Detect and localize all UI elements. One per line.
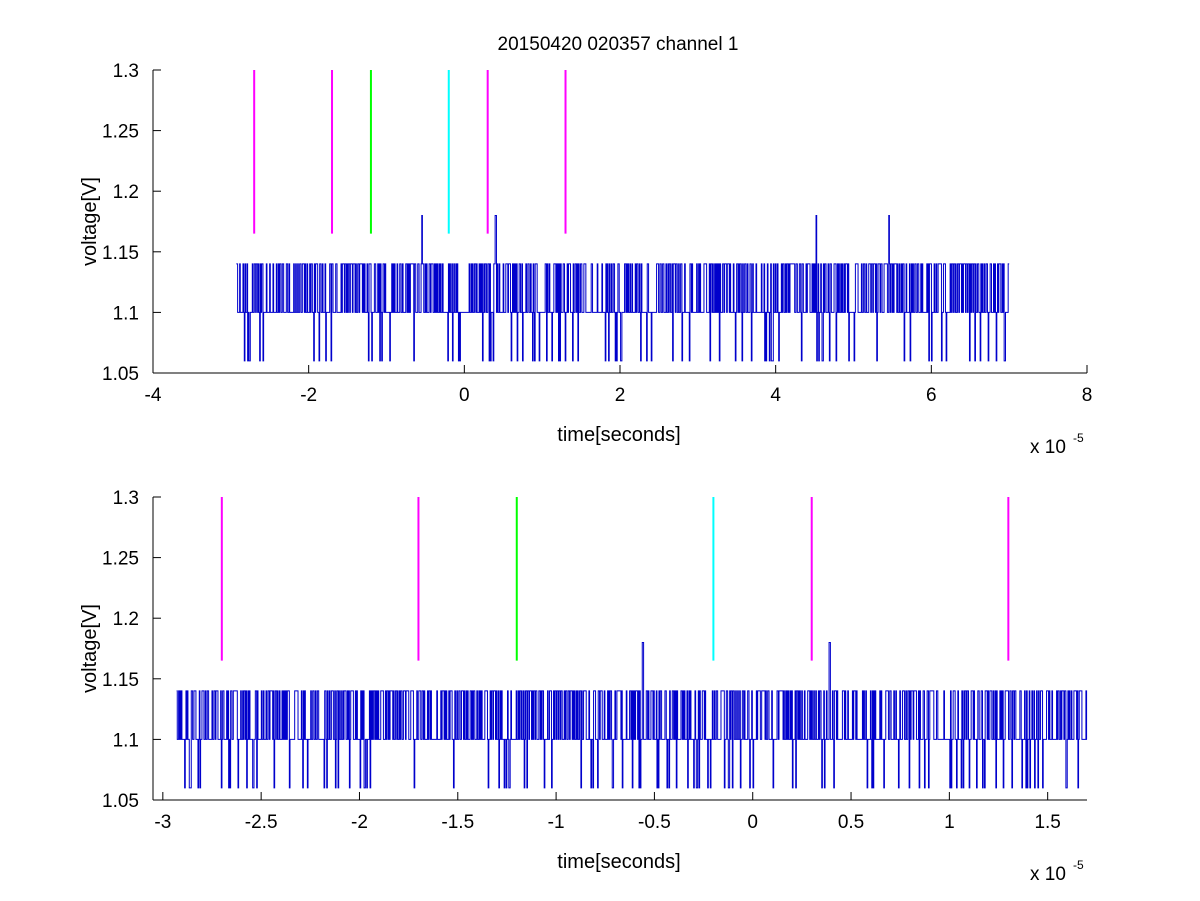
x-tick-label: -2.5 [245,812,278,833]
y-tick-label: 1.25 [102,122,139,143]
x-multiplier-label: x 10 [1030,864,1066,885]
y-tick-label: 1.3 [113,61,139,82]
x-tick-label: 0 [459,385,470,406]
y-tick-label: 1.2 [113,609,139,630]
bottom-plot: -3 -2.5 -2 -1.5 -1 -0.5 0 0.5 1 1.5 1.05 1.1 1.15 1.2… [79,488,1088,885]
y-tick-label: 1.05 [102,364,139,385]
y-tick-label: 1.3 [113,488,139,509]
top-plot: -4 -2 0 2 4 6 8 1.05 1.1 1.15 1.2 1.25 1.3 time[secon… [79,61,1092,458]
x-tick-label: 4 [770,385,781,406]
y-tick-label: 1.1 [113,303,139,324]
x-tick-label: -2 [351,812,368,833]
x-tick-label: -1 [548,812,565,833]
figure-title: 20150420 020357 channel 1 [498,34,739,55]
x-axis-label: time[seconds] [557,424,680,446]
x-multiplier-label: x 10 [1030,437,1066,458]
x-tick-label: -3 [154,812,171,833]
x-tick-label: 0 [747,812,758,833]
x-tick-label: -0.5 [638,812,671,833]
y-axis-label: voltage[V] [79,177,101,266]
x-tick-label: -1.5 [441,812,474,833]
x-tick-label: -2 [300,385,317,406]
signal-trace [176,641,1088,789]
y-tick-label: 1.15 [102,243,139,264]
x-tick-label: -4 [145,385,162,406]
x-exponent-label: -5 [1073,431,1084,445]
x-tick-label: 1.5 [1034,812,1060,833]
x-tick-label: 6 [926,385,937,406]
y-axis-label: voltage[V] [79,604,101,693]
x-axis-label: time[seconds] [557,851,680,873]
x-tick-label: 8 [1082,385,1093,406]
signal-trace [236,214,1010,362]
x-exponent-label: -5 [1073,858,1084,872]
y-tick-label: 1.15 [102,670,139,691]
y-tick-label: 1.05 [102,791,139,812]
x-tick-label: 2 [615,385,626,406]
x-tick-label: 0.5 [838,812,864,833]
y-tick-label: 1.1 [113,730,139,751]
x-tick-label: 1 [944,812,955,833]
y-tick-label: 1.2 [113,182,139,203]
y-tick-label: 1.25 [102,549,139,570]
